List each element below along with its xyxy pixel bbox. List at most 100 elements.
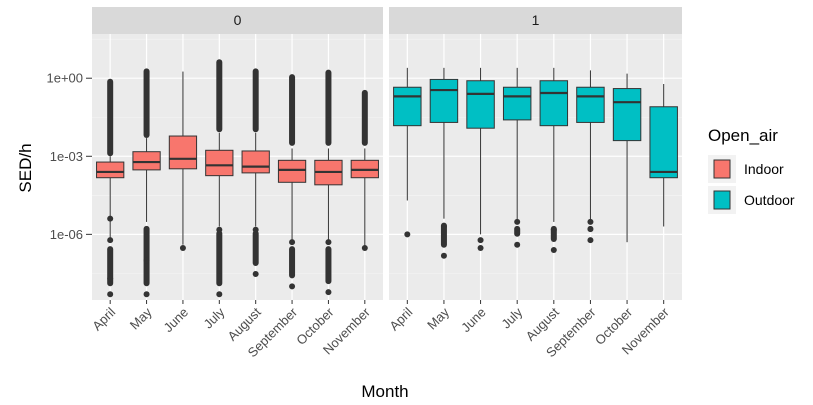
legend-swatch-outdoor (713, 190, 731, 210)
outlier-point-1 (289, 283, 296, 290)
box-0-may (132, 68, 161, 298)
panel-background-1 (389, 34, 682, 300)
box-1-may (429, 67, 459, 259)
box-1-october (612, 73, 642, 243)
outlier-point-0 (325, 239, 332, 246)
y-tick-label-2: 1e-06 (50, 227, 83, 242)
x-tick-label-1-april: April (386, 304, 415, 333)
outlier-band-upper (143, 68, 150, 139)
box-body (502, 86, 532, 121)
box-body (576, 86, 605, 123)
y-axis-title: SED/h (16, 143, 35, 192)
box-body (277, 159, 307, 183)
box-body (241, 150, 270, 174)
box-0-september (277, 74, 307, 290)
outlier-point-0 (477, 237, 484, 244)
outlier-point-0 (143, 257, 150, 264)
outlier-band-lower (143, 225, 150, 287)
outlier-point-0 (179, 244, 186, 251)
outlier-band-lower (252, 230, 259, 266)
y-tick-label-1: 1e-03 (50, 149, 83, 164)
outlier-band-upper (252, 68, 259, 133)
axes-layer: Month SED/h (16, 143, 409, 401)
box-1-november (649, 83, 678, 227)
box-0-july (205, 59, 234, 298)
box-body (168, 135, 198, 170)
legend: Open_air Indoor Outdoor (708, 126, 795, 214)
strip-1 (389, 7, 682, 34)
legend-item-indoor: Indoor (708, 155, 784, 183)
outlier-band-upper (325, 69, 332, 146)
x-tick-label-1-may: May (424, 304, 452, 332)
outlier-band-lower (325, 246, 332, 285)
box-body (393, 86, 422, 127)
outlier-point-2 (107, 275, 114, 282)
x-tick-label-1-july: July (498, 304, 525, 331)
outlier-point-0 (361, 244, 368, 251)
box-body (205, 149, 234, 177)
outlier-point-1 (587, 237, 594, 244)
box-body (466, 80, 495, 129)
outlier-band-lower (216, 230, 223, 287)
strip-label-1: 1 (532, 12, 540, 28)
box-body (132, 151, 161, 171)
box-1-september (576, 70, 605, 244)
outlier-point-1 (143, 291, 150, 298)
outlier-point-0 (404, 231, 411, 238)
box-body (539, 80, 569, 127)
outlier-band-upper (361, 89, 368, 146)
x-tick-label-0-june: June (161, 305, 192, 336)
x-tick-label-1-june: June (458, 305, 489, 336)
outlier-point-3 (107, 291, 114, 298)
outlier-band-upper (216, 59, 223, 133)
outlier-point-0 (252, 226, 259, 233)
x-tick-label-0-april: April (89, 304, 118, 333)
box-1-june (466, 67, 495, 251)
outlier-point-0 (550, 226, 557, 233)
box-body (649, 106, 678, 179)
outlier-point-1 (550, 247, 557, 254)
strip-label-0: 0 (234, 12, 242, 28)
box-body (429, 78, 459, 123)
outlier-point-0 (514, 218, 521, 225)
outlier-point-0 (107, 215, 114, 222)
box-0-june (168, 71, 198, 251)
outlier-band-lower (587, 225, 594, 233)
outlier-point-1 (514, 241, 521, 248)
strip-0 (92, 7, 383, 34)
box-0-august (241, 68, 270, 277)
legend-swatch-indoor (713, 159, 731, 179)
outlier-point-0 (289, 239, 296, 246)
box-1-july (502, 67, 532, 248)
box-body (612, 88, 642, 142)
outlier-point-1 (477, 244, 484, 251)
outlier-point-1 (252, 270, 259, 277)
legend-item-outdoor: Outdoor (708, 186, 795, 214)
outlier-band-upper (289, 74, 296, 146)
outlier-band-lower (514, 225, 521, 237)
box-body (96, 161, 125, 179)
y-tick-label-0: 1e+00 (46, 71, 83, 86)
outlier-point-1 (107, 237, 114, 244)
box-0-november (350, 89, 379, 251)
outlier-band-lower (289, 246, 296, 279)
outlier-point-1 (440, 252, 447, 259)
outlier-point-0 (216, 226, 223, 233)
x-tick-label-0-may: May (127, 304, 155, 332)
box-1-april (393, 67, 422, 238)
legend-label-outdoor: Outdoor (744, 192, 795, 208)
legend-title: Open_air (708, 126, 778, 145)
outlier-point-0 (440, 223, 447, 230)
legend-label-indoor: Indoor (744, 161, 784, 177)
box-0-april (96, 78, 125, 298)
outlier-point-0 (587, 218, 594, 225)
outlier-point-1 (216, 291, 223, 298)
outlier-band-upper (107, 78, 114, 157)
box-1-august (539, 67, 569, 254)
x-axis-title: Month (361, 382, 408, 401)
box-0-october (314, 69, 343, 296)
